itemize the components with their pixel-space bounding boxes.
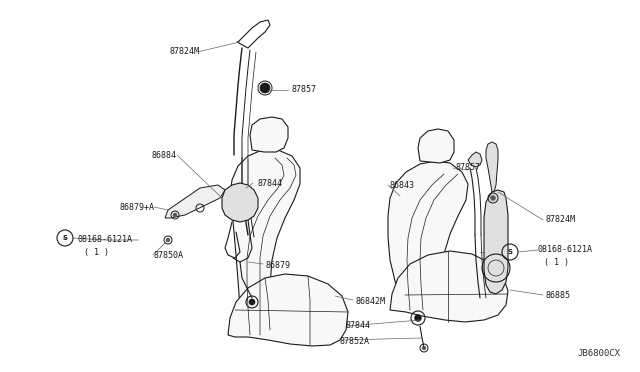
- Circle shape: [249, 299, 255, 305]
- Text: 08168-6121A: 08168-6121A: [538, 246, 593, 254]
- Text: S: S: [63, 235, 67, 241]
- Circle shape: [415, 314, 422, 321]
- Text: 87857: 87857: [292, 86, 317, 94]
- Text: S: S: [508, 249, 513, 255]
- Text: 86884: 86884: [152, 151, 177, 160]
- Polygon shape: [230, 150, 300, 335]
- Text: JB6800CX: JB6800CX: [577, 349, 620, 358]
- Polygon shape: [165, 185, 225, 218]
- Text: ( 1 ): ( 1 ): [544, 259, 569, 267]
- Polygon shape: [388, 161, 468, 310]
- Circle shape: [490, 196, 495, 201]
- Polygon shape: [484, 190, 508, 294]
- Text: 86843: 86843: [390, 180, 415, 189]
- Text: 86842M: 86842M: [355, 296, 385, 305]
- Text: 86879+A: 86879+A: [119, 202, 154, 212]
- Text: 08168-6121A: 08168-6121A: [78, 235, 133, 244]
- Text: 86885: 86885: [545, 291, 570, 299]
- Text: 87844: 87844: [257, 179, 282, 187]
- Polygon shape: [468, 152, 482, 167]
- Circle shape: [166, 238, 170, 242]
- Text: 87852A: 87852A: [340, 337, 370, 346]
- Text: 86879: 86879: [265, 260, 290, 269]
- Text: ( 1 ): ( 1 ): [84, 248, 109, 257]
- Text: 87844: 87844: [345, 321, 370, 330]
- Polygon shape: [418, 129, 454, 163]
- Circle shape: [173, 213, 177, 217]
- Circle shape: [260, 83, 270, 93]
- Text: 87850A: 87850A: [154, 250, 184, 260]
- Polygon shape: [390, 251, 508, 322]
- Text: 87824M: 87824M: [170, 48, 200, 57]
- Text: 87824M: 87824M: [545, 215, 575, 224]
- Text: 87857: 87857: [455, 164, 480, 173]
- Circle shape: [422, 346, 426, 350]
- Polygon shape: [228, 274, 348, 346]
- Polygon shape: [222, 183, 258, 222]
- Polygon shape: [250, 117, 288, 152]
- Polygon shape: [486, 142, 498, 192]
